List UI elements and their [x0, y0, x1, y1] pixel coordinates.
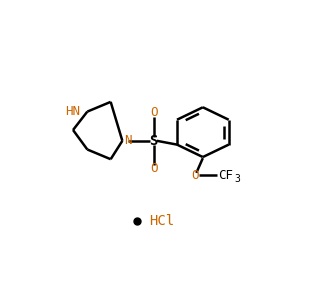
Text: CF: CF — [218, 169, 233, 182]
Text: HN: HN — [65, 105, 80, 118]
Text: O: O — [150, 162, 157, 175]
Text: HCl: HCl — [150, 214, 175, 228]
Text: N: N — [124, 134, 131, 147]
Text: O: O — [150, 106, 157, 119]
Text: 3: 3 — [234, 174, 241, 184]
Text: S: S — [149, 134, 158, 148]
Text: O: O — [191, 169, 199, 182]
